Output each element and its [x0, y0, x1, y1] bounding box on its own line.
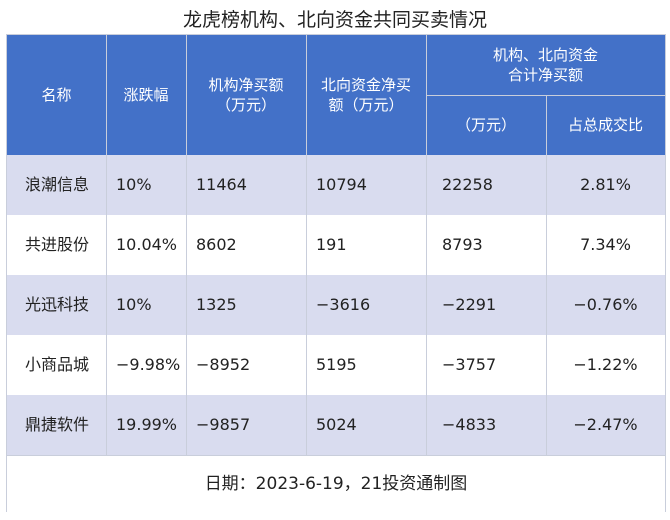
header-inst-net: 机构净买额 （万元） — [208, 76, 284, 114]
footer-caption: 日期：2023-6-19，21投资通制图 — [7, 455, 665, 512]
cell-north-net: 5024 — [316, 415, 357, 434]
header-north-net: 北向资金净买 额（万元） — [320, 76, 411, 114]
cell-name: 光迅科技 — [25, 295, 90, 314]
cell-north-net: 10794 — [316, 175, 367, 194]
cell-inst-net: −9857 — [196, 415, 251, 434]
cell-name: 浪潮信息 — [25, 175, 90, 194]
cell-north-net: 191 — [316, 235, 347, 254]
cell-inst-net: 8602 — [196, 235, 237, 254]
cell-inst-net: −8952 — [196, 355, 251, 374]
column-divider — [186, 35, 187, 455]
cell-north-net: −3616 — [316, 295, 371, 314]
cell-ratio: −1.22% — [573, 355, 638, 374]
cell-north-net: 5195 — [316, 355, 357, 374]
header-subdivider — [426, 95, 665, 96]
cell-ratio: 7.34% — [580, 235, 631, 254]
cell-change: 10% — [116, 175, 152, 194]
cell-name: 共进股份 — [25, 235, 90, 254]
cell-ratio: −2.47% — [573, 415, 638, 434]
table-row: 小商品城 −9.98% −8952 5195 −3757 −1.22% — [7, 335, 665, 395]
cell-change: 19.99% — [116, 415, 178, 434]
cell-inst-net: 1325 — [196, 295, 237, 314]
cell-combined: −3757 — [442, 355, 497, 374]
column-divider — [546, 95, 547, 455]
header-change: 涨跌幅 — [123, 86, 169, 104]
header-combined-unit: （万元） — [455, 116, 516, 134]
cell-ratio: −0.76% — [573, 295, 638, 314]
table-row: 光迅科技 10% 1325 −3616 −2291 −0.76% — [7, 275, 665, 335]
cell-change: 10% — [116, 295, 152, 314]
column-divider — [306, 35, 307, 455]
table-row: 共进股份 10.04% 8602 191 8793 7.34% — [7, 215, 665, 275]
cell-change: −9.98% — [116, 355, 181, 374]
page-title: 龙虎榜机构、北向资金共同买卖情况 — [182, 9, 487, 31]
cell-combined: 22258 — [442, 175, 493, 194]
column-divider — [426, 35, 427, 455]
column-divider — [106, 35, 107, 455]
cell-combined: −4833 — [442, 415, 497, 434]
cell-change: 10.04% — [116, 235, 178, 254]
cell-combined: −2291 — [442, 295, 497, 314]
cell-combined: 8793 — [442, 235, 483, 254]
table-row: 浪潮信息 10% 11464 10794 22258 2.81% — [7, 155, 665, 215]
cell-name: 鼎捷软件 — [25, 415, 90, 434]
table-row: 鼎捷软件 19.99% −9857 5024 −4833 −2.47% — [7, 395, 665, 455]
cell-inst-net: 11464 — [196, 175, 247, 194]
header-name: 名称 — [41, 86, 72, 104]
cell-ratio: 2.81% — [580, 175, 631, 194]
header-ratio: 占总成交比 — [567, 116, 643, 134]
header-combined-group: 机构、北向资金 合计净买额 — [492, 46, 598, 84]
cell-name: 小商品城 — [25, 355, 90, 374]
data-table: 名称 涨跌幅 机构净买额 （万元） 北向资金净买 额（万元） 机构、北向资金 合… — [6, 34, 666, 512]
